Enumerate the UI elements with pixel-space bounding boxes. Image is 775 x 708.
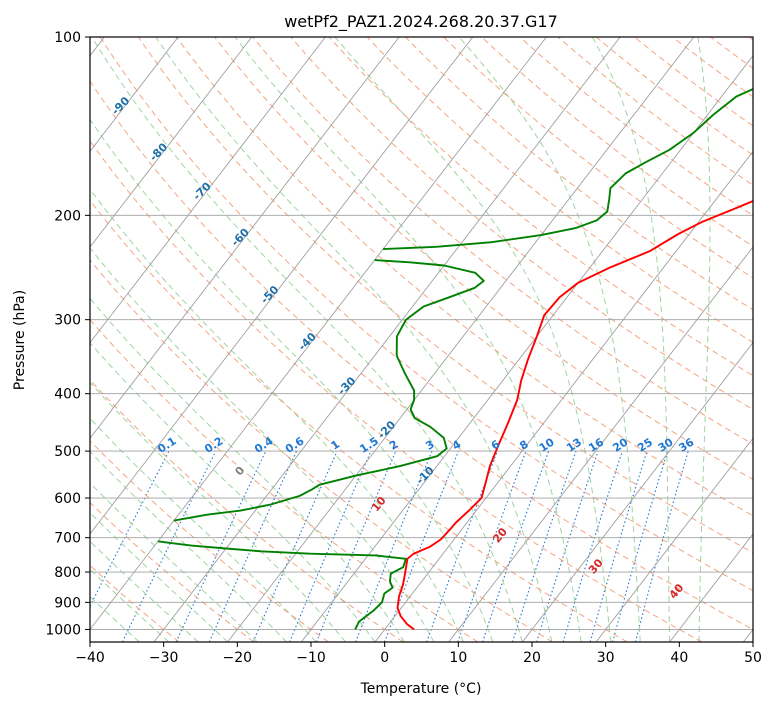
isotherm-line (374, 150, 753, 642)
y-tick-label: 200 (54, 208, 81, 224)
isotherm-line (300, 55, 753, 642)
profile-series (157, 88, 753, 631)
y-tick-label: 400 (54, 387, 81, 403)
mixing-ratio-line (289, 450, 372, 642)
moist-adiabat-line (90, 568, 170, 642)
dewpoint-profile-line (157, 540, 407, 630)
x-tick-label: −40 (75, 650, 105, 666)
x-tick-label: 0 (380, 650, 389, 666)
moist-adiabat-line (90, 451, 287, 642)
isotherm-line (669, 533, 753, 642)
y-tick-label: 500 (54, 444, 81, 460)
dry-adiabat-line (290, 37, 753, 411)
dry-adiabat-line (443, 37, 753, 279)
moist-adiabat-line (155, 37, 553, 642)
isotherm-line (448, 246, 753, 642)
isotherm-line (521, 341, 753, 642)
x-tick-label: 10 (449, 650, 467, 666)
mixing-ratio-line (482, 450, 550, 642)
y-tick-label: 700 (54, 531, 81, 547)
dry-adiabat-line (90, 199, 628, 642)
isotherm-line (153, 37, 621, 642)
y-tick-label: 900 (54, 595, 81, 611)
y-axis-ticks: 100 200 300 400 500 600 700 800 900 1000 (45, 30, 90, 638)
mixing-ratio-line (90, 450, 170, 608)
temperature-profile-line (396, 200, 753, 631)
moist-adiabat-line (90, 417, 317, 642)
isobars (90, 37, 753, 630)
isotherm-line (90, 37, 326, 344)
isotherm-line (90, 37, 474, 535)
x-axis-title: Temperature (°C) (360, 681, 482, 697)
plot-frame (89, 36, 754, 643)
mixing-ratio-line (612, 450, 669, 642)
x-axis-ticks: −40 −30 −20 −10 0 10 20 30 40 50 (75, 642, 762, 666)
x-tick-label: 50 (744, 650, 762, 666)
dry-adiabat-line (90, 440, 329, 642)
moist-adiabat-line (90, 540, 199, 642)
y-tick-label: 1000 (45, 622, 81, 638)
x-tick-label: 20 (523, 650, 541, 666)
moist-adiabat-line (458, 37, 641, 642)
y-tick-label: 300 (54, 313, 81, 329)
dry-adiabat-line (90, 379, 404, 642)
y-tick-label: 800 (54, 565, 81, 581)
moist-adiabat-line (90, 188, 464, 642)
y-axis-title: Pressure (hPa) (12, 290, 28, 390)
dry-adiabat-line (99, 37, 753, 592)
moist-adiabat-line (90, 118, 494, 642)
mixing-ratio-line (536, 450, 599, 642)
isotherm-line (227, 37, 695, 642)
mixing-ratio-line (355, 450, 433, 642)
isotherm-line (90, 37, 400, 439)
mixing-ratio-line (589, 450, 648, 642)
mixing-ratio-line (252, 450, 338, 642)
moist-adiabat-line (334, 37, 612, 642)
x-tick-label: −20 (223, 650, 253, 666)
x-tick-label: 40 (670, 650, 688, 666)
mixing-ratio-line (457, 450, 527, 642)
mixing-ratio-line (511, 450, 577, 642)
dewpoint-profile-line (173, 259, 485, 522)
dry-adiabat-line (175, 37, 753, 517)
mixing-ratio-line (562, 450, 623, 642)
x-tick-label: −10 (296, 650, 326, 666)
dry-adiabat-line (90, 259, 553, 642)
dry-adiabat-line (90, 80, 753, 631)
x-tick-label: −30 (149, 650, 179, 666)
dry-adiabat-line (328, 37, 753, 377)
x-tick-label: 30 (597, 650, 615, 666)
moist-adiabat-line (90, 381, 346, 642)
dry-adiabat-line (90, 140, 703, 642)
isotherm-line (595, 437, 753, 642)
moist-adiabat-line (90, 596, 140, 642)
dewpoint-profile-line (383, 88, 753, 251)
plot-area: 0.10.20.40.611.52346810131620253036-100-… (90, 37, 753, 642)
dry-adiabat-line (519, 37, 753, 217)
moist-adiabat-line (90, 482, 258, 642)
moist-adiabat-line (91, 37, 523, 642)
chart-title: wetPf2_PAZ1.2024.268.20.37.G17 (284, 12, 558, 32)
dry-adiabat-line (481, 37, 753, 247)
dry-adiabat-line (137, 37, 753, 554)
isotherm-line (90, 37, 253, 248)
y-tick-label: 100 (54, 30, 81, 46)
moist-adiabat-line (234, 37, 582, 642)
mixing-ratio-line (426, 450, 498, 642)
y-tick-label: 600 (54, 491, 81, 507)
isotherm-line (90, 37, 179, 153)
moist-adiabat-line (90, 512, 229, 642)
